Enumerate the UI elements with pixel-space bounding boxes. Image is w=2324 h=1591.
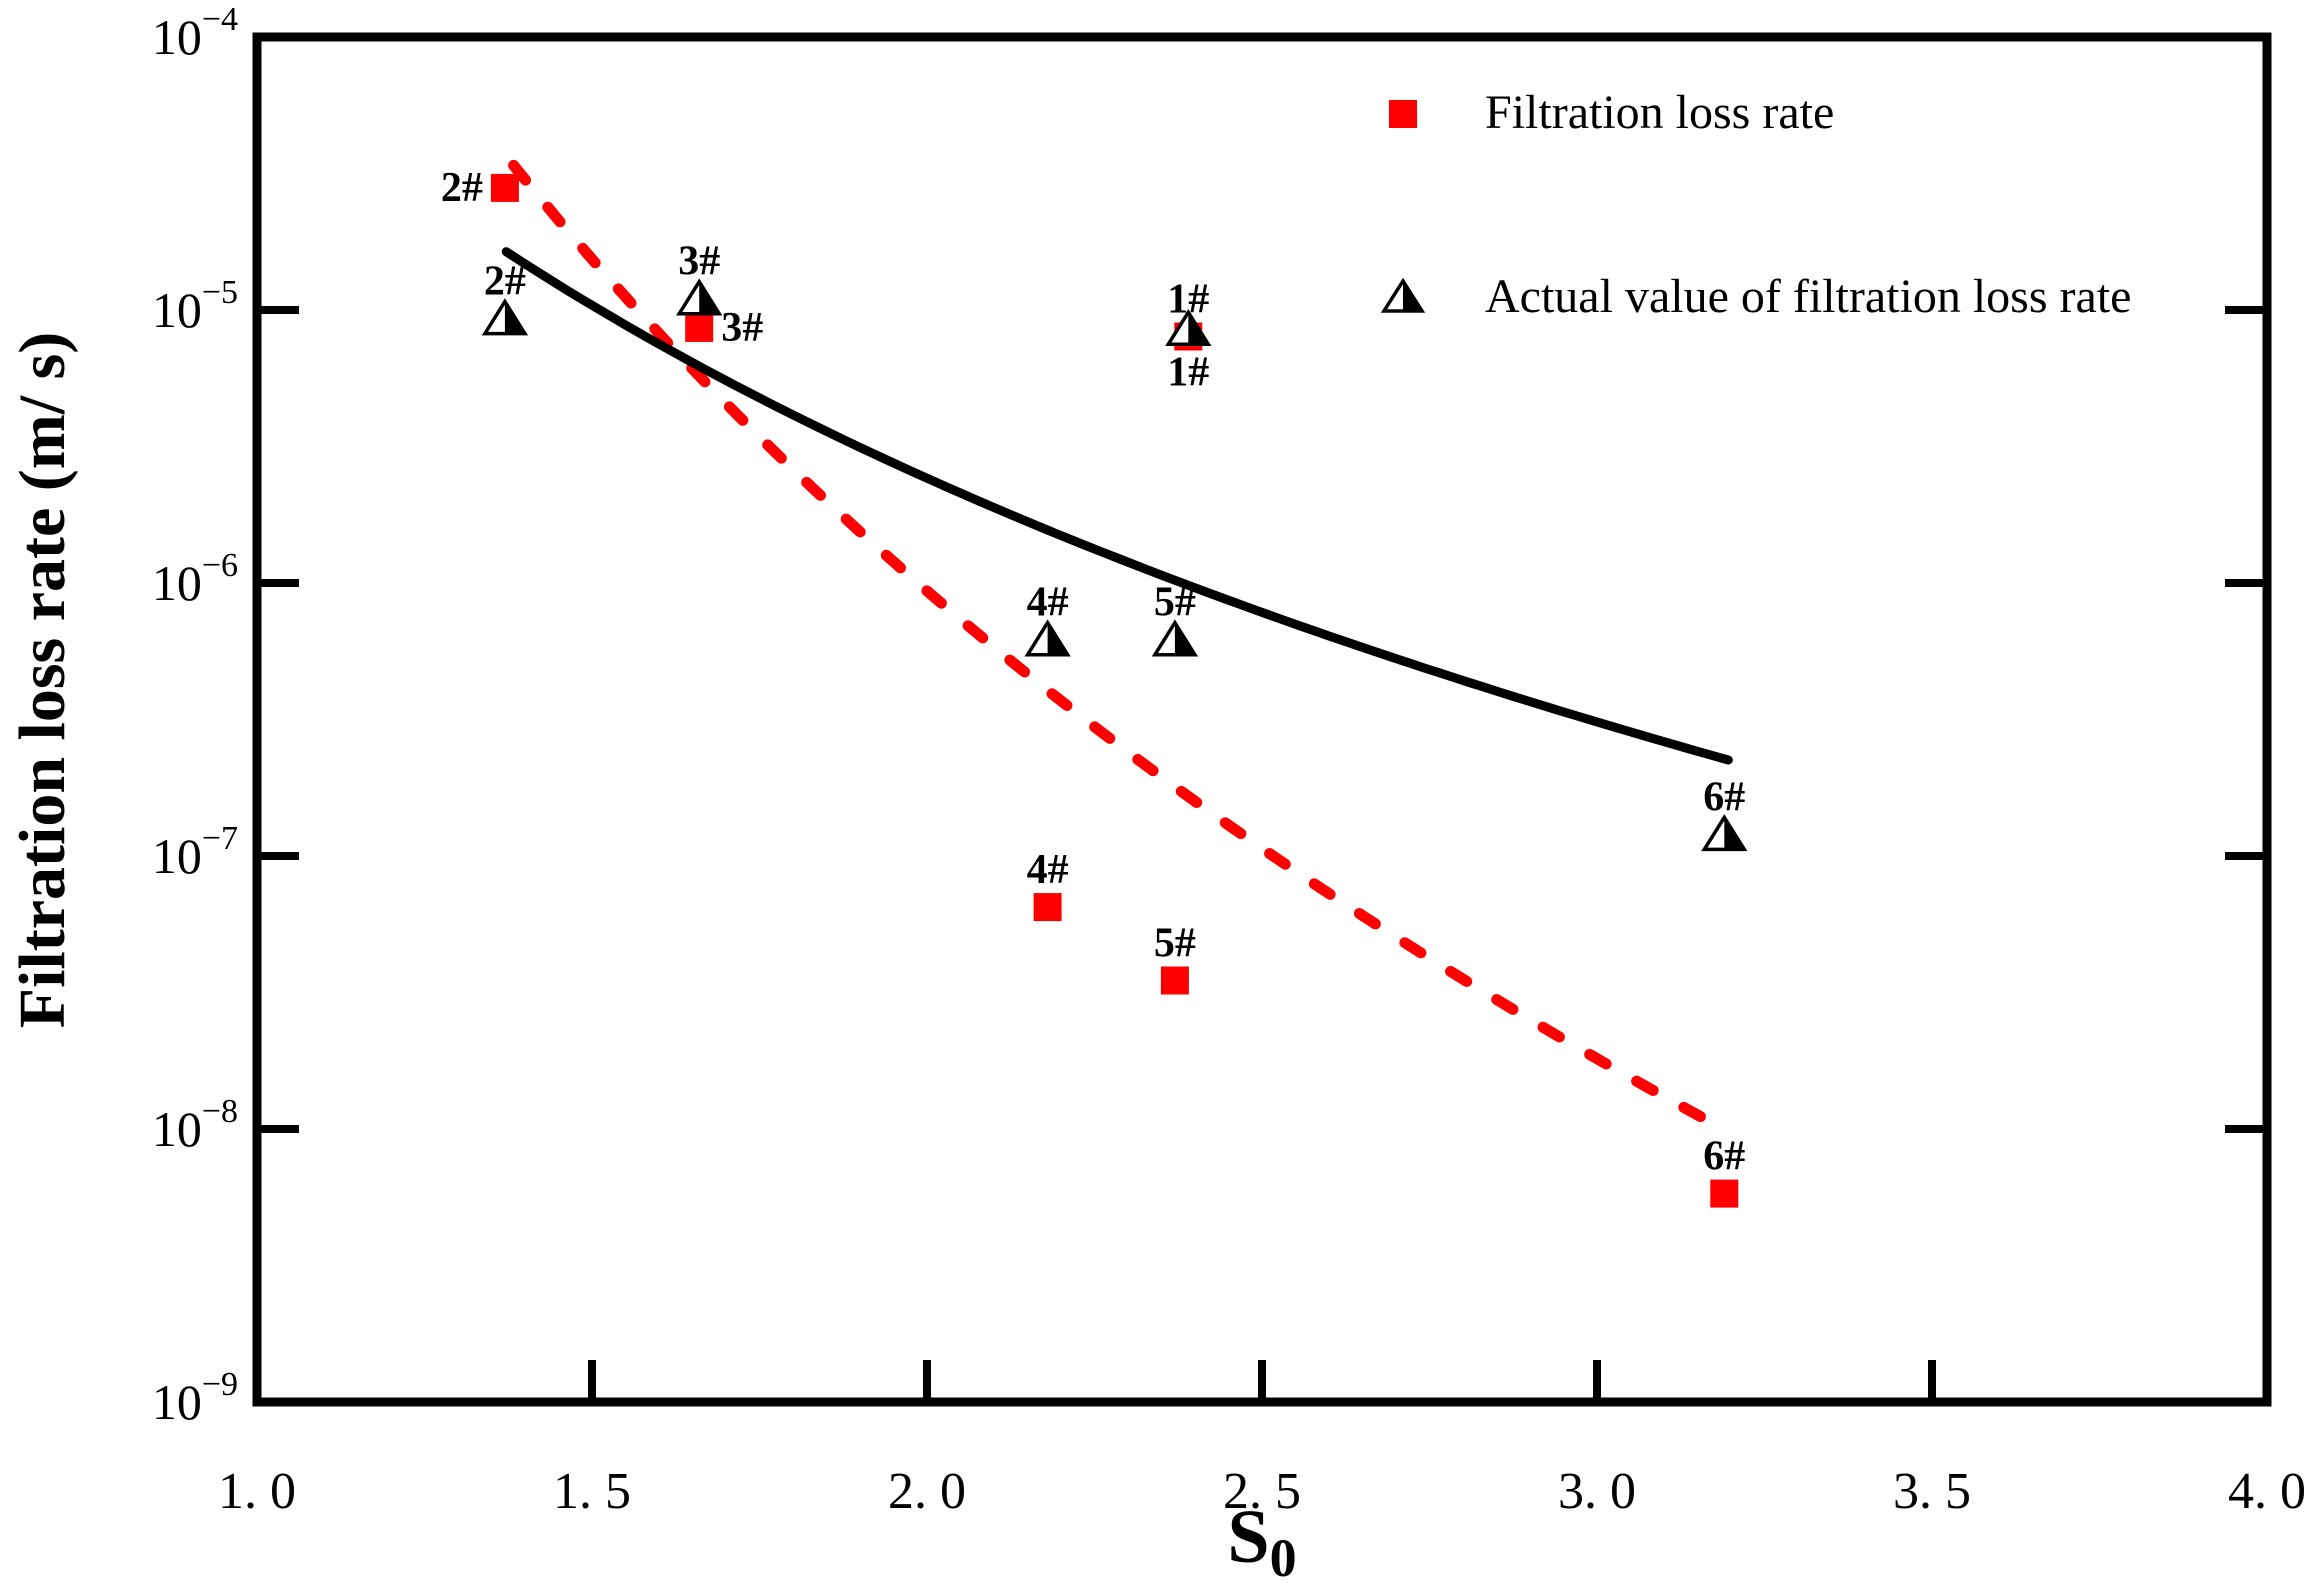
half-triangle-marker-3# [676,278,723,316]
red-square-marker-6# [1710,1179,1739,1208]
square-glyph [1160,966,1189,995]
x-tick-label: 2. 0 [888,1463,966,1520]
square-glyph [490,173,519,202]
data-point-label-4#: 4# [1027,580,1069,626]
legend: Filtration loss rate Actual value of fil… [1380,86,2131,323]
y-tick-label: 10−7 [152,820,238,884]
data-point-label-1#: 1# [1167,277,1209,323]
half-triangle-marker-5# [1151,619,1199,657]
x-tick-label: 3. 5 [1893,1463,1971,1520]
half-triangle-marker-6# [1701,814,1748,852]
red-square-marker-2# [490,173,519,202]
triangle-fill-glyph [504,301,525,334]
trend-lines [501,159,1733,1128]
y-tick-label: 10−8 [152,1093,238,1157]
data-point-label-6#: 6# [1703,774,1745,820]
legend-label-actual-value: Actual value of filtration loss rate [1485,270,2131,323]
legend-item-actual-value: Actual value of filtration loss rate [1380,270,2131,323]
square-glyph [685,313,714,342]
data-point-label-4#: 4# [1027,847,1069,893]
x-tick-label: 1. 0 [218,1463,296,1520]
x-axis-title-subscript: 0 [1270,1528,1297,1588]
triangle-fill-glyph [1724,817,1745,850]
y-tick-label: 10−4 [152,1,238,65]
red-square-icon [1389,100,1417,128]
axes: 10−4 10−5 10−6 10−7 10−8 10−9 1. 0 1. 5 2. 0 2. 5… [152,1,2306,1520]
y-tick-label: 10−6 [152,547,238,611]
data-point-label-2#: 2# [484,259,526,305]
data-point-label-5#: 5# [1154,921,1196,967]
x-tick-label: 1. 5 [553,1463,631,1520]
triangle-fill-glyph [1188,312,1209,345]
data-point-label-3#: 3# [721,305,763,351]
x-tick-label: 3. 0 [1558,1463,1636,1520]
red-square-marker-4# [1033,893,1062,922]
data-point-labels: 1# 2# 3# 4# 5# 6# 1# 2# 3# 4# 5# 6# [441,165,1745,1180]
triangle-fill-glyph [1047,622,1068,655]
x-tick-label: 4. 0 [2228,1463,2306,1520]
half-triangle-marker-4# [1024,619,1071,657]
data-point-label-1#: 1# [1167,349,1209,395]
x-tick-label: 2. 5 [1223,1463,1301,1520]
square-glyph [1033,893,1062,922]
triangle-fill-glyph [699,281,720,314]
square-glyph [1710,1179,1739,1208]
data-point-label-5#: 5# [1154,580,1196,626]
x-axis-title: S0 [1227,1495,1296,1588]
plot-border [252,32,2272,1407]
half-triangle-marker-1# [1165,308,1212,347]
data-points [481,173,1748,1208]
y-axis-title: Filtration loss rate (m/ s) [6,332,79,1029]
half-filled-triangle-icon [1380,277,1426,313]
trend-line-actual-value-fit [501,247,1733,765]
trend-line-filtration-loss-rate-fit [508,159,1717,1128]
x-axis-title-base: S [1227,1495,1269,1579]
red-square-marker-3# [685,313,714,342]
y-tick-label: 10−5 [152,274,238,338]
legend-item-filtration-loss-rate: Filtration loss rate [1389,86,1834,139]
data-point-label-6#: 6# [1703,1134,1745,1180]
triangle-fill-glyph [1174,622,1195,655]
red-square-marker-5# [1160,966,1189,995]
y-tick-label: 10−9 [152,1366,238,1430]
data-point-label-3#: 3# [678,239,720,285]
data-point-label-2#: 2# [441,165,483,211]
half-triangle-marker-2# [481,298,529,336]
legend-label-filtration-loss-rate: Filtration loss rate [1485,86,1834,139]
